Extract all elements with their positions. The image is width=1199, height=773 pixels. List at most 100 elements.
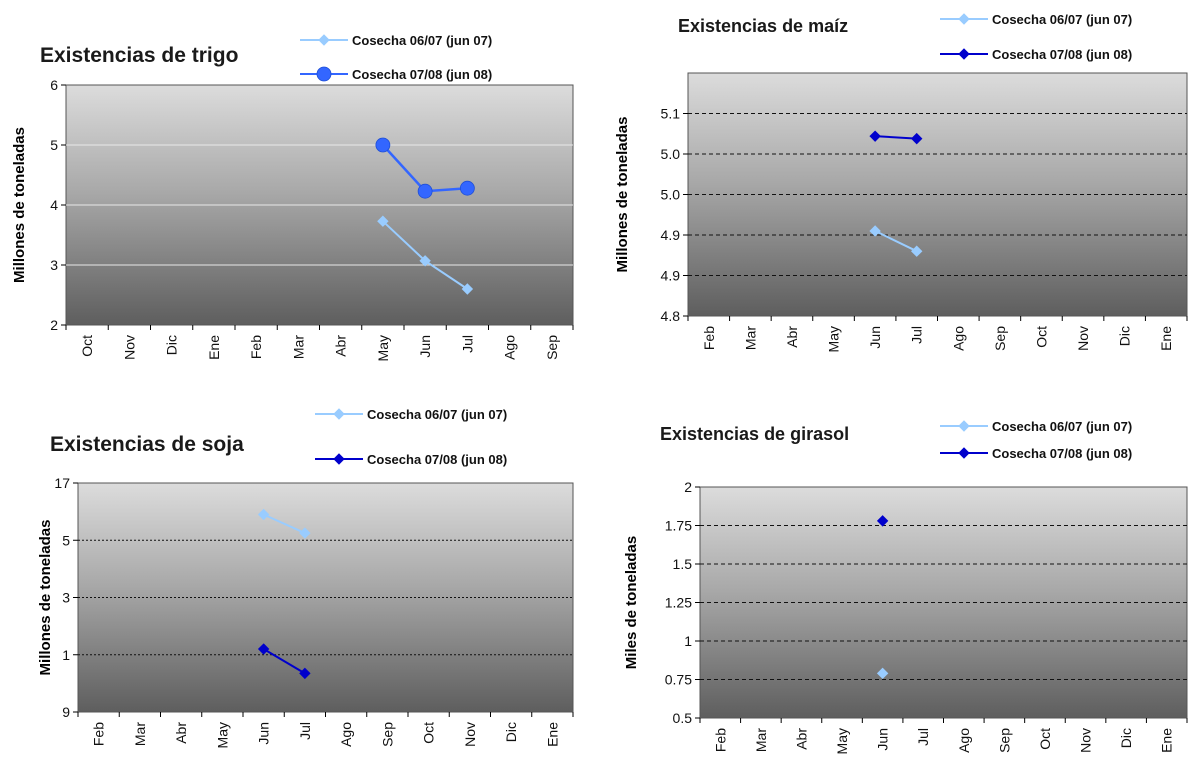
x-tick-label: Dic: [164, 335, 180, 355]
legend-marker: [316, 66, 332, 82]
x-tick-label: Sep: [379, 722, 395, 747]
chart-title: Existencias de trigo: [40, 44, 238, 67]
x-tick-label: Ago: [502, 335, 518, 360]
x-tick-label: Jul: [459, 335, 475, 353]
series-line: [875, 135, 917, 140]
x-tick-label: Jun: [867, 326, 883, 349]
x-tick-label: Ago: [338, 722, 354, 747]
x-tick-label: Mar: [290, 335, 306, 359]
y-tick-label: 3: [50, 257, 58, 273]
chart-2: 9 1 3 5 17 Feb Mar Abr May Jun Jul Ago Sep Oct Nov Dic E…: [37, 407, 574, 748]
series-0: [876, 667, 889, 680]
legend-label: Cosecha 06/07 (jun 07): [992, 419, 1132, 434]
plot-area: [699, 486, 1188, 719]
y-tick-label: 0.5: [673, 710, 693, 726]
data-point: [876, 515, 889, 527]
x-tick-label: Sep: [996, 728, 1012, 753]
y-tick-label: 3: [62, 590, 70, 606]
x-tick-label: Dic: [503, 722, 519, 742]
data-point: [299, 527, 311, 539]
x-tick-label: Nov: [121, 335, 137, 360]
y-tick-label: 9: [62, 704, 70, 720]
y-tick-label: 6: [50, 77, 58, 93]
x-tick-label: Mar: [132, 722, 148, 746]
series-1: [876, 515, 889, 527]
data-point: [869, 225, 881, 237]
y-tick-label: 1: [684, 633, 692, 649]
y-tick-label: 1.75: [665, 518, 692, 534]
y-axis-label: Millones de toneladas: [11, 127, 28, 283]
legend-label: Cosecha 07/08 (jun 08): [992, 446, 1132, 461]
x-tick-label: May: [834, 728, 850, 754]
legend-entry: Cosecha 07/08 (jun 08): [940, 446, 1132, 461]
legend-label: Cosecha 06/07 (jun 07): [352, 33, 492, 48]
y-tick-label: 5.0: [661, 187, 681, 203]
data-point: [911, 132, 923, 145]
x-tick-label: Oct: [1033, 326, 1049, 348]
data-point: [257, 508, 270, 521]
chart-3: 0.5 0.75 1 1.25 1.5 1.75 2 Feb Mar Abr May Jun Jul Ag…: [623, 419, 1188, 754]
data-point: [375, 137, 391, 153]
x-tick-label: Ene: [544, 722, 560, 747]
legend-label: Cosecha 07/08 (jun 08): [367, 452, 507, 467]
legend-entry: Cosecha 06/07 (jun 07): [940, 12, 1132, 27]
data-point: [257, 643, 270, 655]
series-line: [263, 648, 306, 675]
x-tick-label: Oct: [79, 335, 95, 357]
x-tick-label: Ene: [1158, 326, 1174, 351]
legend-entry: Cosecha 07/08 (jun 08): [315, 452, 507, 467]
x-tick-label: May: [375, 335, 391, 361]
y-tick-label: 5: [62, 532, 70, 548]
legend-marker: [958, 13, 970, 25]
x-tick-label: Jul: [915, 728, 931, 746]
data-point: [911, 245, 923, 257]
legend-marker: [958, 447, 970, 459]
legend-entry: Cosecha 06/07 (jun 07): [315, 407, 507, 422]
y-tick-label: 5.0: [661, 146, 681, 162]
y-tick-label: 4.9: [661, 227, 681, 243]
data-point: [876, 667, 889, 680]
x-tick-label: Feb: [91, 722, 107, 746]
series-0: [869, 225, 923, 257]
x-tick-label: May: [214, 722, 230, 748]
x-tick-label: Dic: [1118, 728, 1134, 748]
series-1: [257, 643, 311, 680]
y-tick-label: 17: [54, 475, 70, 491]
chart-title: Existencias de maíz: [678, 16, 848, 36]
legend-marker: [333, 408, 345, 420]
data-point: [299, 667, 311, 680]
x-tick-label: Sep: [992, 326, 1008, 351]
legend-marker: [318, 34, 330, 46]
data-point: [377, 215, 389, 227]
chart-title: Existencias de soja: [50, 433, 244, 456]
series-line: [263, 513, 306, 535]
x-tick-label: Oct: [1037, 728, 1053, 750]
x-tick-label: Feb: [248, 335, 264, 359]
legend-label: Cosecha 07/08 (jun 08): [992, 47, 1132, 62]
legend-entry: Cosecha 06/07 (jun 07): [940, 419, 1132, 434]
x-tick-label: Sep: [544, 335, 560, 360]
series-0: [377, 215, 474, 295]
legend-marker: [958, 48, 970, 60]
y-tick-label: 2: [50, 317, 58, 333]
data-point: [417, 183, 433, 199]
series-1: [869, 130, 923, 145]
x-tick-label: Jul: [909, 326, 925, 344]
plot-area: [687, 72, 1188, 317]
legend-entry: Cosecha 07/08 (jun 08): [940, 47, 1132, 62]
y-tick-label: 1: [62, 647, 70, 663]
y-axis-label: Miles de toneladas: [623, 536, 640, 669]
y-tick-label: 4.8: [661, 308, 681, 324]
x-tick-label: Mar: [742, 326, 758, 350]
data-point: [461, 283, 474, 295]
x-tick-label: Ago: [956, 728, 972, 753]
data-point: [459, 180, 475, 196]
x-tick-label: Jun: [875, 728, 891, 751]
x-tick-label: Abr: [784, 326, 800, 348]
y-tick-label: 4: [50, 197, 58, 213]
x-tick-label: Jul: [297, 722, 313, 740]
data-point: [419, 255, 431, 267]
chart-0: 2 3 4 5 6 Oct Nov Dic Ene Feb Mar Abr May Jun Jul Ago Se…: [11, 33, 574, 361]
